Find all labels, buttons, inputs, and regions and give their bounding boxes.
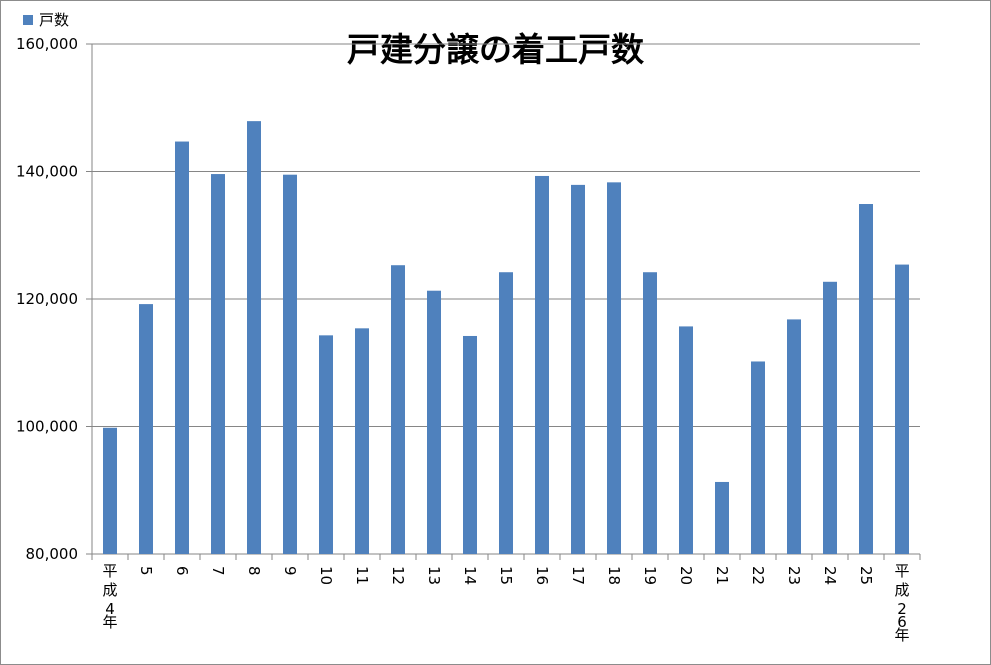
x-tick-label: 11 (353, 566, 371, 585)
x-tick-label: 12 (389, 566, 407, 585)
bar (499, 272, 513, 554)
x-tick-label: 23 (785, 566, 803, 585)
x-tick-label: 平成 2 6 年 (894, 562, 909, 644)
x-tick-label: 9 (281, 566, 299, 576)
legend-label: 戸数 (39, 11, 70, 29)
x-tick-label: 13 (425, 566, 443, 585)
x-tick-label: 10 (317, 566, 335, 585)
legend: 戸数 (23, 9, 69, 30)
x-tick-label: 16 (533, 566, 551, 585)
legend-swatch (23, 14, 33, 25)
bar (211, 174, 225, 555)
bar (895, 264, 909, 554)
y-tick-label: 80,000 (26, 545, 79, 563)
bar (391, 265, 405, 554)
bar (571, 184, 585, 554)
x-tick-label: 7 (209, 566, 227, 576)
bar (427, 290, 441, 554)
bar (859, 204, 873, 554)
bar (103, 427, 117, 554)
x-tick-label: 17 (569, 566, 587, 585)
bar (715, 481, 729, 554)
bar (463, 335, 477, 554)
x-tick-label: 6 (173, 566, 191, 576)
bar (643, 272, 657, 554)
x-tick-label: 19 (641, 566, 659, 585)
x-tick-label: 14 (461, 566, 479, 585)
y-tick-label: 160,000 (16, 35, 78, 53)
bar (823, 281, 837, 554)
x-tick-label: 24 (821, 566, 839, 585)
bar (607, 182, 621, 554)
y-tick-label: 100,000 (16, 418, 78, 436)
y-tick-label: 120,000 (16, 290, 78, 308)
bar (175, 141, 189, 554)
bar (355, 328, 369, 554)
bar (319, 335, 333, 554)
x-tick-label: 25 (857, 566, 875, 585)
x-tick-label: 15 (497, 566, 515, 585)
bar (283, 174, 297, 554)
bar (787, 319, 801, 554)
bar (751, 361, 765, 554)
x-tick-label: 22 (749, 566, 767, 585)
x-tick-label: 8 (245, 566, 263, 576)
bar (535, 175, 549, 554)
x-tick-label: 5 (137, 566, 155, 576)
bar (247, 121, 261, 554)
x-tick-label: 平成 4 年 (102, 562, 117, 631)
x-tick-label: 20 (677, 566, 695, 585)
x-tick-label: 21 (713, 566, 731, 585)
chart-title: 戸建分譲の着工戸数 (347, 30, 644, 69)
y-tick-label: 140,000 (16, 163, 78, 181)
bar (679, 326, 693, 554)
bar (139, 304, 153, 554)
x-tick-label: 18 (605, 566, 623, 585)
